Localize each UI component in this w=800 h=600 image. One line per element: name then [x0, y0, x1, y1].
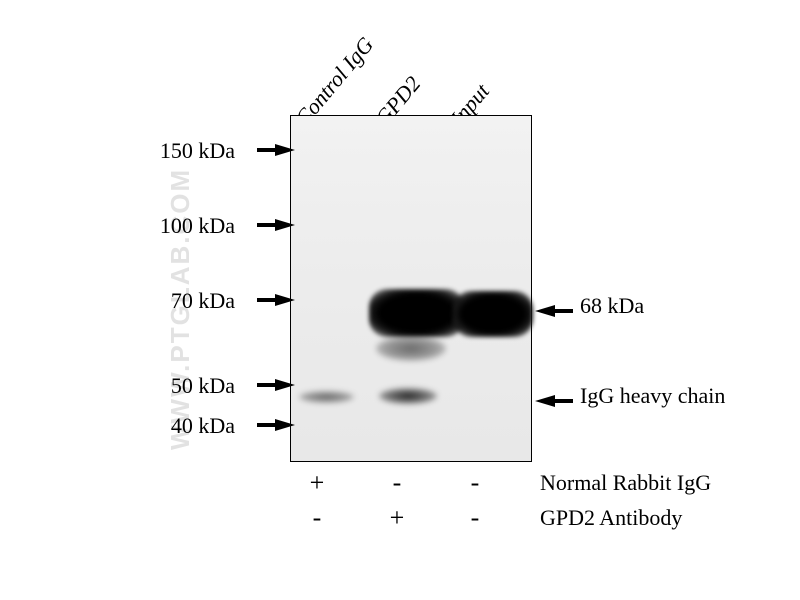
- arrow-150: [275, 144, 295, 156]
- mw-50: 50 kDa: [155, 373, 235, 399]
- arrow-68kda: [535, 305, 555, 317]
- band-heavychain-lane1: [299, 391, 354, 403]
- label-68kda: 68 kDa: [580, 293, 644, 319]
- band-smear-lane2: [376, 336, 446, 361]
- row1-col1: +: [302, 468, 332, 498]
- row2-col3: -: [460, 503, 490, 533]
- mw-70: 70 kDa: [155, 288, 235, 314]
- arrow-40: [275, 419, 295, 431]
- arrow-heavychain: [535, 395, 555, 407]
- arrow-50: [275, 379, 295, 391]
- mw-100: 100 kDa: [145, 213, 235, 239]
- label-heavychain: IgG heavy chain: [580, 383, 725, 409]
- band-68kda-lane2: [369, 289, 464, 337]
- arrow-100: [275, 219, 295, 231]
- mw-150: 150 kDa: [145, 138, 235, 164]
- row2-col1: -: [302, 503, 332, 533]
- mw-40: 40 kDa: [155, 413, 235, 439]
- row1-label: Normal Rabbit IgG: [540, 470, 711, 496]
- row1-col2: -: [382, 468, 412, 498]
- row2-col2: +: [382, 503, 412, 533]
- western-blot: [290, 115, 532, 462]
- band-heavychain-lane2: [379, 388, 437, 404]
- band-68kda-lane3: [453, 291, 533, 337]
- row1-col3: -: [460, 468, 490, 498]
- arrow-70: [275, 294, 295, 306]
- figure-container: WWW.PTGLAB.COM Control IgG GPD2 Input 15…: [0, 0, 800, 600]
- row2-label: GPD2 Antibody: [540, 505, 682, 531]
